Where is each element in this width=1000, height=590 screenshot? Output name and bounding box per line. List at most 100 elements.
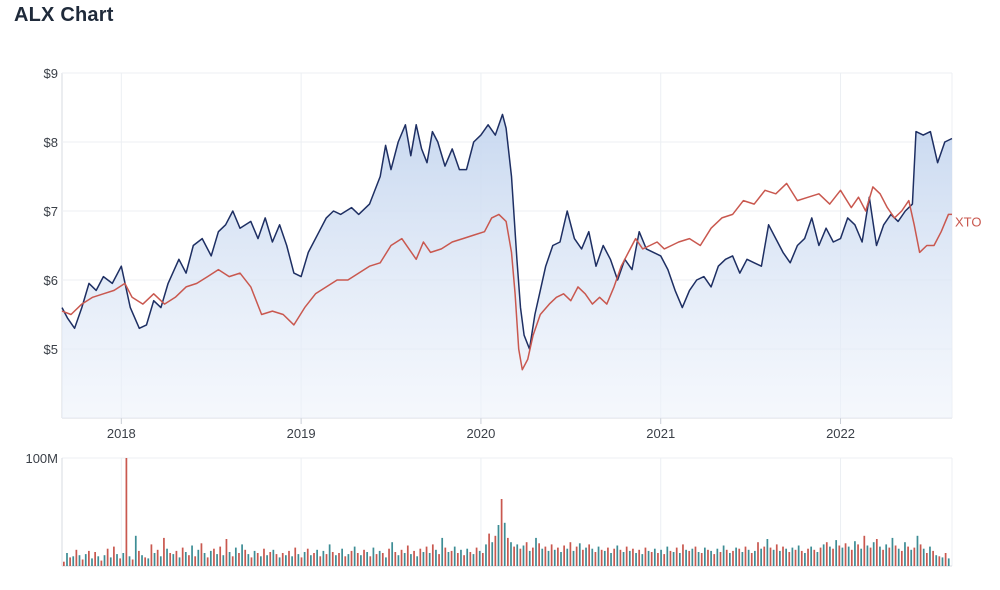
volume-bar — [528, 550, 531, 566]
volume-bar — [385, 557, 387, 566]
volume-bar — [507, 537, 509, 566]
volume-bar — [366, 552, 369, 566]
x-tick-label: 2019 — [287, 426, 316, 441]
volume-bar — [363, 549, 365, 566]
volume-bar — [910, 549, 913, 566]
volume-bar — [938, 556, 941, 566]
series-area-0 — [62, 114, 952, 419]
volume-bar — [525, 542, 528, 566]
volume-bar — [653, 548, 656, 566]
y-tick-label: $9 — [44, 66, 58, 81]
volume-bar — [225, 539, 228, 566]
volume-bar — [560, 552, 562, 566]
volume-bar — [819, 547, 822, 566]
volume-bar — [597, 546, 600, 566]
volume-bar — [325, 554, 328, 566]
volume-bar — [313, 553, 315, 566]
volume-bar — [66, 553, 68, 566]
volume-bar — [163, 537, 165, 566]
volume-bar — [647, 550, 650, 566]
volume-bar — [84, 554, 87, 566]
volume-bar — [431, 544, 434, 566]
x-tick-label: 2020 — [466, 426, 495, 441]
volume-bar — [447, 552, 450, 566]
volume-bar — [497, 525, 500, 566]
volume-bar — [838, 545, 841, 566]
volume-bar — [797, 545, 800, 566]
volume-bar — [547, 550, 550, 566]
volume-bar — [166, 548, 168, 566]
volume-bar — [810, 546, 813, 566]
volume-bar — [153, 553, 156, 566]
volume-bar — [872, 542, 875, 566]
volume-bar — [403, 553, 406, 566]
volume-bar — [216, 554, 218, 566]
volume-bar — [678, 553, 681, 566]
volume-bar — [81, 559, 84, 566]
volume-bar — [835, 540, 838, 566]
volume-bar — [857, 544, 859, 566]
volume-bar — [131, 559, 134, 566]
volume-bar — [944, 553, 947, 566]
volume-bar — [503, 522, 506, 566]
volume-bar — [259, 556, 262, 566]
volume-bar — [316, 549, 318, 566]
volume-bar — [144, 557, 147, 566]
volume-bar — [278, 557, 281, 566]
volume-bar — [169, 553, 172, 566]
volume-bar — [925, 553, 928, 566]
volume-bar — [285, 555, 287, 566]
volume-bar — [319, 556, 322, 566]
volume-bar — [341, 548, 343, 566]
volume-bar — [400, 549, 403, 566]
volume-bar — [191, 545, 193, 566]
volume-bar — [272, 549, 275, 566]
volume-bar — [804, 553, 806, 566]
volume-bar — [760, 548, 762, 566]
volume-bar — [572, 550, 575, 566]
volume-bar — [932, 550, 934, 566]
volume-bar — [72, 556, 75, 566]
volume-bar — [350, 550, 353, 566]
volume-bar — [397, 555, 400, 566]
volume-bar — [697, 552, 700, 566]
volume-bar — [244, 549, 247, 566]
volume-bar — [825, 542, 828, 566]
volume-bar — [947, 558, 950, 566]
volume-bar — [553, 549, 556, 566]
volume-bar — [847, 546, 850, 566]
volume-bar — [481, 553, 484, 566]
volume-bar — [441, 537, 444, 566]
volume-bar — [75, 549, 78, 566]
volume-bar — [197, 549, 200, 566]
volume-bar — [200, 543, 203, 566]
volume-bar — [619, 549, 622, 566]
series-line-xto — [61, 182, 952, 371]
volume-bar — [725, 549, 728, 566]
volume-bar — [263, 548, 265, 566]
volume-bar — [622, 552, 625, 566]
volume-bar — [453, 546, 456, 566]
volume-bar — [510, 542, 512, 566]
volume-bar — [557, 547, 559, 566]
y-tick-label: $5 — [44, 342, 58, 357]
volume-bar — [919, 544, 922, 566]
volume-bar — [344, 556, 347, 566]
volume-bar — [438, 554, 440, 566]
volume-bar — [156, 549, 159, 566]
volume-bar — [885, 544, 888, 566]
volume-bar — [813, 549, 816, 566]
volume-bar — [247, 554, 250, 566]
volume-bar — [832, 548, 834, 566]
volume-bar — [841, 547, 844, 566]
volume-bar — [747, 549, 750, 566]
volume-bar — [188, 555, 190, 566]
volume-bar — [222, 555, 225, 566]
volume-bar — [922, 548, 925, 566]
volume-bar — [741, 552, 744, 566]
volume-bar — [641, 554, 644, 566]
volume-bar — [675, 547, 678, 566]
volume-bar — [219, 546, 222, 566]
volume-bar — [682, 544, 684, 566]
volume-bar — [666, 546, 669, 566]
